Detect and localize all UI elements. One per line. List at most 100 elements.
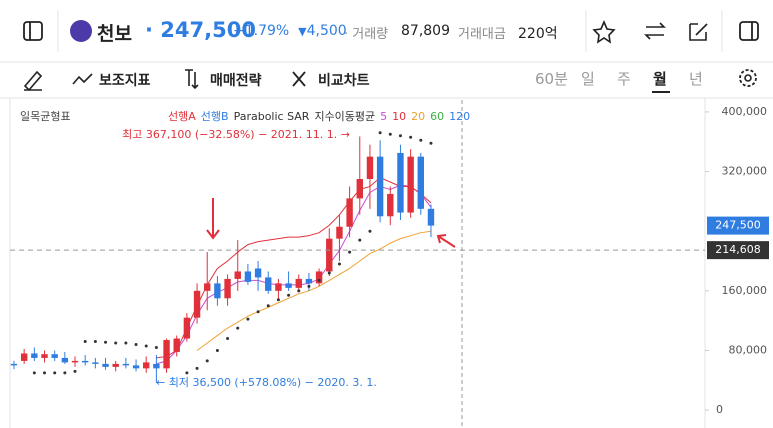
sar-dot [307,284,311,288]
price-value: 247,500 [160,18,256,42]
y-tick-label: 160,000 [722,284,768,297]
indicator-line [156,176,432,359]
arrow [436,234,456,248]
sar-dot [276,298,280,302]
change: −1.79% ▼4,500 [233,23,347,39]
candle-body [10,363,18,366]
legend-item: 20 [411,110,426,123]
switch-icon[interactable] [644,22,666,40]
sar-dot [297,289,301,293]
candle-body [122,363,130,366]
candle-body [193,290,201,318]
logo [70,20,92,42]
edit-icon[interactable] [689,23,708,41]
candle-body [376,156,384,217]
candle-body [417,156,424,209]
legend-item: 5 [380,110,388,123]
sar-dot [104,340,108,344]
amount-label: 거래대금 [458,27,506,42]
settings-icon [744,74,752,82]
sar-dot [246,317,250,321]
legend-item: 60 [430,110,445,123]
candle-body [397,152,404,213]
low-annotation: ← 최저 36,500 (+578.08%) − 2020. 3. 1. [156,376,377,389]
indicator-icon [72,73,93,85]
sar-dot [337,262,341,266]
sar-dot [73,369,77,373]
toolbar-button[interactable]: 비교차트 [318,73,370,89]
candle-body [366,156,374,180]
high-annotation: 최고 367,100 (−32.58%) − 2021. 11. 1. → [122,128,350,141]
volume: 87,809 [401,23,450,39]
candle-body [265,277,272,291]
sar-dot [53,371,57,375]
candle-body [71,360,79,363]
toolbar-button[interactable]: 보조지표 [99,73,151,89]
timeframe[interactable]: 월 [653,70,667,88]
candle-body [173,338,180,352]
sar-dot [124,341,128,345]
price-tag-label: 214,608 [715,243,761,256]
candle-body [81,360,89,363]
compare-icon [292,71,306,87]
candle-body [153,363,160,369]
timeframe[interactable]: 주 [617,70,631,88]
y-tick-label: 320,000 [722,165,768,178]
sar-dot [378,131,382,135]
indicator-line [196,230,432,351]
candle-body [356,179,363,199]
sar-dot [419,138,423,142]
legend-item: 10 [392,110,407,123]
sar-dot [83,340,87,344]
sar-dot [236,326,240,330]
sar-dot [327,271,331,275]
sar-dot [63,371,67,375]
candle-body [315,271,323,284]
sar-dot [287,293,291,297]
candle-body [31,353,38,358]
sar-dot [398,134,402,138]
candle-body [336,226,343,239]
sar-dot [185,371,189,375]
strategy-icon [185,69,199,90]
favorite-icon[interactable] [592,19,616,44]
sar-dot [154,345,158,349]
legend-item: 선행B [200,110,229,123]
legend: 선행A 선행B Parabolic SAR 지수이동평균 5 10 20 60 120 [168,108,475,124]
draw-icon[interactable] [23,70,43,92]
timeframe[interactable]: 일 [581,70,595,88]
timeframe[interactable]: 60분 [535,70,568,88]
amount: 220억 [518,26,558,42]
candle-body [234,271,241,279]
candle-body [163,340,170,369]
candle-body [51,354,58,358]
candle-body [407,156,414,213]
volume-label: · 거래량 [344,27,389,42]
candle-body [20,353,28,361]
panel-icon[interactable] [23,21,43,41]
settings-icon[interactable] [739,69,757,87]
y-tick-label: 80,000 [729,343,768,356]
sar-dot [388,132,392,136]
toolbar-button[interactable]: 매매전략 [210,73,262,89]
sar-dot [429,141,433,145]
sar-dot [93,340,97,344]
panel-icon[interactable] [739,21,759,41]
candle-body [61,357,69,363]
timeframe[interactable]: 년 [689,70,703,88]
stock-name: 천보 [97,23,132,45]
price-tag [707,216,769,235]
sar-dot [134,343,138,347]
y-tick-label: 400,000 [722,105,768,118]
change-pct: −1.79% [233,23,290,39]
candle-body [326,238,333,272]
sar-dot [195,366,199,370]
legend-item: 선행A [168,110,196,123]
candle-body [346,198,353,227]
candle-body [204,283,211,291]
arrow [206,198,220,240]
sar-dot [358,238,362,242]
candle-body [387,193,394,217]
candle-body [132,365,140,369]
